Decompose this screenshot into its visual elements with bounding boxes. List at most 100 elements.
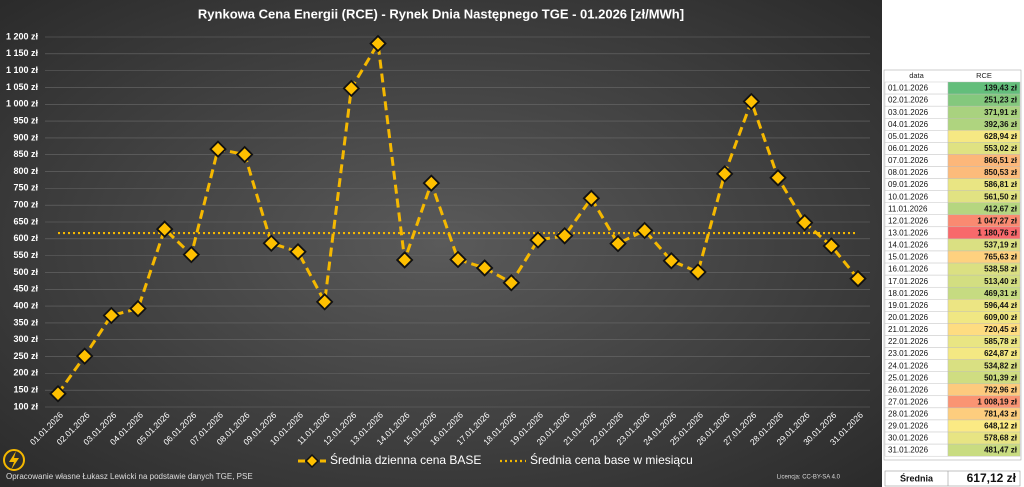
y-tick-label: 850 zł	[13, 149, 38, 159]
table-value: 609,00 zł	[984, 313, 1018, 322]
point-marker	[75, 347, 94, 365]
table-value: 850,53 zł	[984, 168, 1018, 177]
table-date: 06.01.2026	[888, 144, 929, 153]
y-tick-label: 500 zł	[13, 267, 38, 277]
point-marker	[395, 251, 414, 269]
table-date: 19.01.2026	[888, 301, 929, 310]
table-date: 16.01.2026	[888, 265, 929, 274]
table-date: 18.01.2026	[888, 289, 929, 298]
point-marker	[529, 231, 547, 249]
table-value: 481,47 zł	[984, 446, 1018, 455]
table-value: 392,36 zł	[984, 120, 1018, 129]
table-date: 13.01.2026	[888, 228, 929, 237]
table-value: 513,40 zł	[984, 277, 1018, 286]
table-value: 792,96 zł	[984, 385, 1018, 394]
point-marker	[689, 263, 707, 281]
table-value: 596,44 zł	[984, 301, 1018, 310]
table-value: 586,81 zł	[984, 180, 1018, 189]
table-value: 139,43 zł	[984, 84, 1018, 93]
table-date: 24.01.2026	[888, 361, 929, 370]
y-tick-label: 550 zł	[13, 250, 38, 260]
point-marker	[155, 220, 174, 238]
point-marker	[289, 242, 307, 261]
table-date: 26.01.2026	[888, 385, 929, 394]
y-tick-label: 200 zł	[13, 368, 38, 378]
y-tick-label: 600 zł	[13, 233, 38, 243]
table-date: 03.01.2026	[888, 108, 929, 117]
y-tick-label: 250 zł	[13, 351, 38, 361]
table-value: 578,68 zł	[984, 434, 1018, 443]
table-value: 537,19 zł	[984, 241, 1018, 250]
y-tick-label: 1 050 zł	[6, 82, 39, 92]
table-date: 14.01.2026	[888, 241, 929, 250]
y-tick-label: 350 zł	[13, 317, 38, 327]
table-date: 30.01.2026	[888, 434, 929, 443]
table-value: 628,94 zł	[984, 132, 1018, 141]
y-tick-label: 800 zł	[13, 166, 38, 176]
chart-title: Rynkowa Cena Energii (RCE) - Rynek Dnia …	[198, 6, 684, 21]
table-value: 469,31 zł	[984, 289, 1018, 298]
point-marker	[582, 189, 601, 208]
table-value: 1 180,76 zł	[977, 228, 1017, 237]
point-marker	[342, 79, 361, 98]
y-tick-label: 1 200 zł	[6, 31, 39, 41]
table-value: 501,39 zł	[984, 373, 1018, 382]
table-date: 05.01.2026	[888, 132, 929, 141]
table-date: 29.01.2026	[888, 422, 929, 431]
table-value: 534,82 zł	[984, 361, 1018, 370]
point-marker	[182, 245, 201, 264]
y-tick-label: 650 zł	[13, 216, 38, 226]
table-date: 02.01.2026	[888, 96, 929, 105]
table-date: 27.01.2026	[888, 397, 929, 406]
point-marker	[315, 293, 334, 311]
point-marker	[422, 174, 441, 192]
table-date: 09.01.2026	[888, 180, 929, 189]
table-value: 624,87 zł	[984, 349, 1018, 358]
y-tick-label: 300 zł	[13, 334, 38, 344]
chart-background	[0, 0, 882, 487]
table-date: 23.01.2026	[888, 349, 929, 358]
table-value: 538,58 zł	[984, 265, 1018, 274]
table-value: 561,50 zł	[984, 192, 1018, 201]
table-footer	[884, 470, 1021, 487]
point-marker	[475, 259, 494, 277]
y-tick-label: 1 100 zł	[6, 65, 39, 75]
point-marker	[129, 299, 147, 318]
table-value: 1 047,27 zł	[977, 216, 1017, 225]
table-value: 371,91 zł	[984, 108, 1018, 117]
table-header: data	[909, 71, 924, 80]
point-marker	[502, 274, 521, 292]
table-value: 720,45 zł	[984, 325, 1018, 334]
legend-label: Średnia cena base w miesiącu	[530, 452, 693, 467]
point-marker	[235, 145, 254, 164]
point-marker	[769, 169, 787, 187]
table-footer-label: Średnia	[900, 472, 934, 483]
table-value: 1 008,19 zł	[977, 397, 1017, 406]
point-marker	[742, 92, 761, 111]
y-tick-label: 1 000 zł	[6, 99, 39, 109]
point-marker	[795, 213, 814, 232]
table-date: 11.01.2026	[888, 204, 928, 213]
point-marker	[555, 227, 574, 245]
table-date: 01.01.2026	[888, 84, 929, 93]
table-value: 866,51 zł	[984, 156, 1018, 165]
table-header: RCE	[976, 71, 992, 80]
point-marker	[49, 384, 67, 403]
point-marker	[849, 269, 867, 288]
point-marker	[102, 306, 121, 325]
table-value: 585,78 zł	[984, 337, 1018, 346]
point-marker	[369, 34, 387, 53]
table-date: 12.01.2026	[888, 216, 929, 225]
legend-label: Średnia dzienna cena BASE	[330, 452, 481, 467]
legend-marker	[304, 453, 320, 469]
table-date: 04.01.2026	[888, 120, 929, 129]
table-footer-value: 617,12 zł	[967, 471, 1017, 485]
table-value: 553,02 zł	[984, 144, 1018, 153]
source-note: Opracowanie własne Łukasz Lewicki na pod…	[6, 472, 253, 481]
point-marker	[262, 234, 281, 253]
table-value: 765,63 zł	[984, 253, 1018, 262]
license-note: Licencja: CC-BY-SA 4.0	[777, 475, 841, 481]
point-marker	[209, 140, 227, 158]
y-tick-label: 900 zł	[13, 132, 38, 142]
